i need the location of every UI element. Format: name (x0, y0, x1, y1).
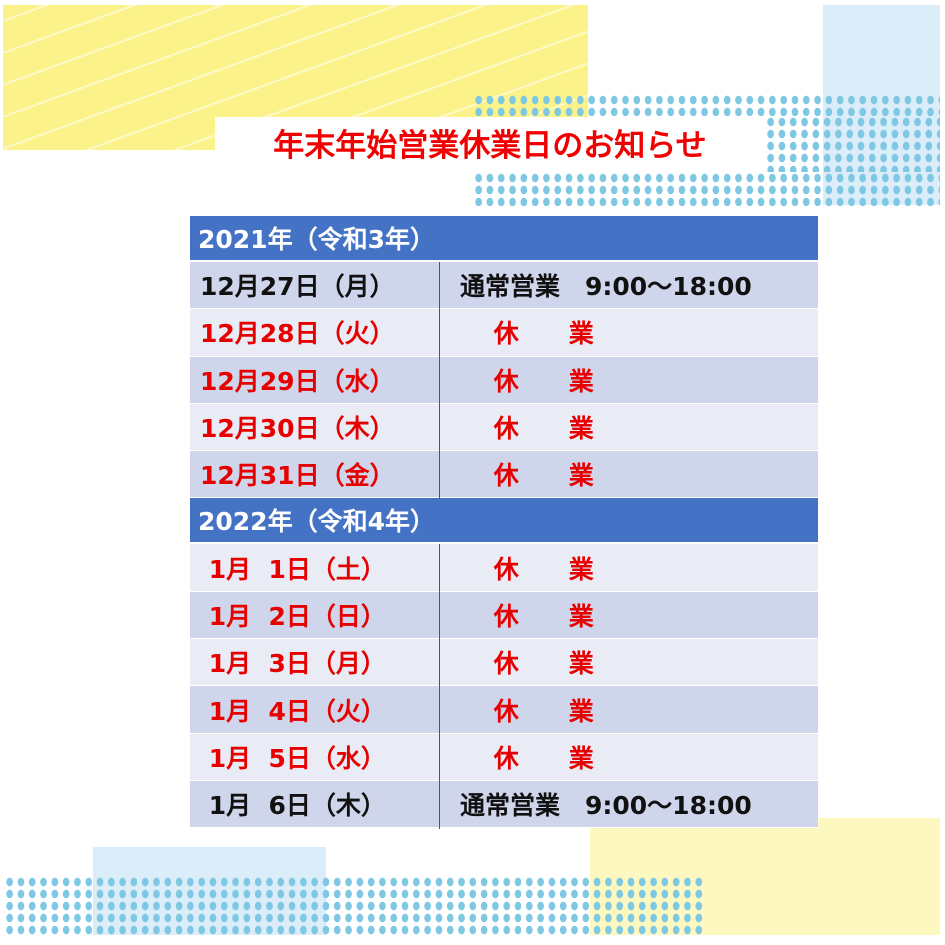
status-cell: 通常営業 9:00～18:00 (460, 272, 752, 302)
date-cell: 12月27日（月） (200, 272, 395, 302)
date-cell: 1月 6日（木） (200, 791, 386, 821)
decor-dots-bottom (4, 876, 706, 936)
column-divider (439, 591, 440, 641)
date-cell: 1月 5日（水） (200, 743, 386, 773)
date-cell: 12月28日（火） (200, 319, 395, 349)
table-row: 1月 3日（月） 休 業 (190, 639, 818, 688)
decor-dots-middle (765, 116, 940, 172)
status-cell: 休 業 (460, 461, 594, 491)
column-divider (439, 686, 440, 735)
table-row: 12月28日（火） 休 業 (190, 309, 818, 358)
status-cell: 休 業 (460, 366, 594, 396)
column-divider (439, 733, 440, 782)
column-divider (439, 403, 440, 453)
status-cell: 休 業 (460, 696, 594, 726)
column-divider (439, 451, 440, 500)
table-row: 12月27日（月） 通常営業 9:00～18:00 (190, 262, 818, 311)
column-divider (439, 262, 440, 311)
table-row: 12月30日（木） 休 業 (190, 403, 818, 453)
date-cell: 1月 4日（火） (200, 696, 386, 726)
date-cell: 12月29日（水） (200, 366, 395, 396)
section-header: 2021年（令和3年） (190, 216, 818, 262)
status-cell: 休 業 (460, 414, 594, 444)
column-divider (439, 544, 440, 593)
date-cell: 1月 3日（月） (200, 649, 386, 679)
status-cell: 休 業 (460, 554, 594, 584)
status-cell: 休 業 (460, 743, 594, 773)
status-cell: 休 業 (460, 601, 594, 631)
status-cell: 休 業 (460, 319, 594, 349)
decor-yellow-top (3, 5, 588, 150)
schedule-table: 2021年（令和3年） 12月27日（月） 通常営業 9:00～18:00 12月28… (190, 216, 818, 830)
status-cell: 休 業 (460, 649, 594, 679)
date-cell: 1月 1日（土） (200, 554, 386, 584)
column-divider (439, 309, 440, 358)
date-cell: 12月31日（金） (200, 461, 395, 491)
date-cell: 12月30日（木） (200, 414, 395, 444)
table-row: 1月 2日（日） 休 業 (190, 591, 818, 641)
section-header: 2022年（令和4年） (190, 498, 818, 545)
table-row: 12月31日（金） 休 業 (190, 451, 818, 500)
table-row: 12月29日（水） 休 業 (190, 356, 818, 405)
column-divider (439, 639, 440, 688)
decor-dots-top (473, 94, 940, 116)
column-divider (439, 780, 440, 830)
date-cell: 1月 2日（日） (200, 601, 386, 631)
column-divider (439, 356, 440, 405)
table-row: 1月 4日（火） 休 業 (190, 686, 818, 735)
table-row: 1月 1日（土） 休 業 (190, 544, 818, 593)
page-title: 年末年始営業休業日のお知らせ (273, 127, 707, 164)
title-box: 年末年始営業休業日のお知らせ (215, 117, 765, 167)
table-row: 1月 6日（木） 通常営業 9:00～18:00 (190, 780, 818, 830)
table-row: 1月 5日（水） 休 業 (190, 733, 818, 782)
decor-dots-top2 (473, 172, 940, 206)
status-cell: 通常営業 9:00～18:00 (460, 791, 752, 821)
